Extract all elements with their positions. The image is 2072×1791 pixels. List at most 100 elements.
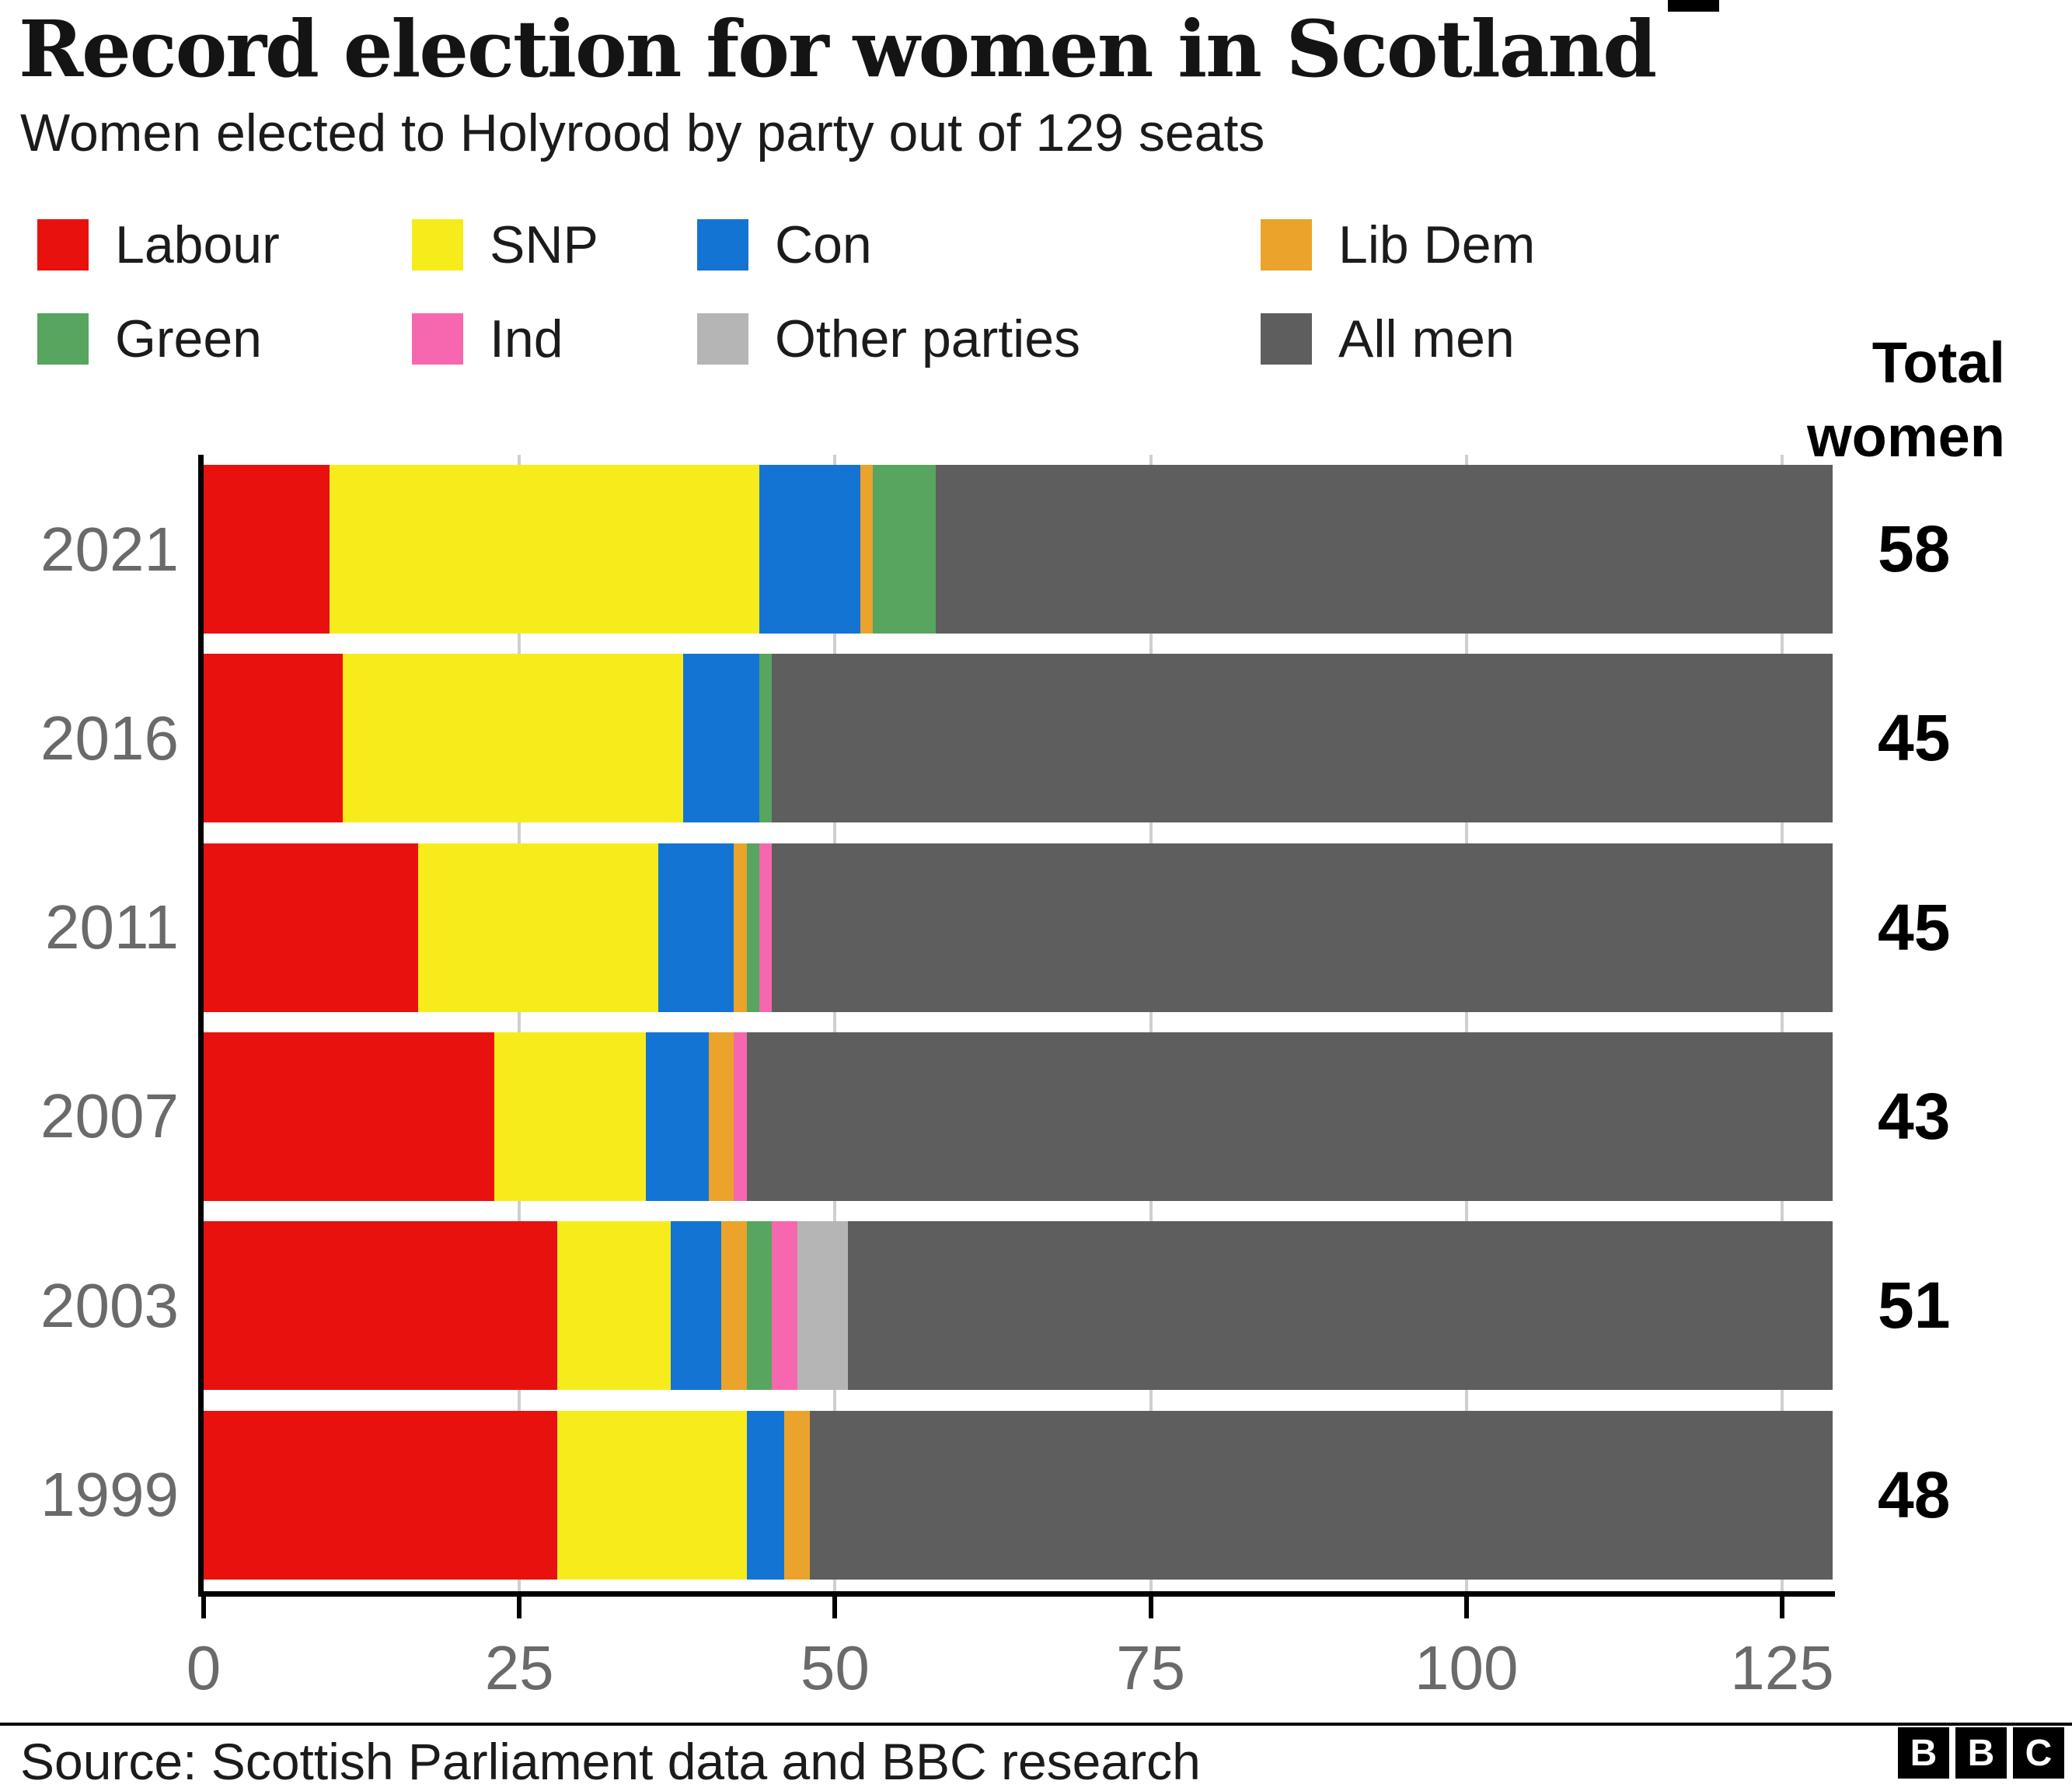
totals-header-line1: Total [1871,330,2005,395]
x-tick-100 [1463,1597,1469,1618]
plot-area [204,455,1833,1591]
bar-segment-2007-all-men [746,1032,1833,1201]
x-tick-50 [832,1597,838,1618]
bar-segment-2007-lib-dem [708,1032,734,1201]
con-swatch [697,219,748,271]
legend-item-lib-dem: Lib Dem [1261,215,1535,275]
year-label-2007: 2007 [40,1081,179,1151]
bar-segment-1999-labour [204,1410,557,1580]
bar-segment-2007-snp [494,1032,646,1201]
bar-segment-2021-all-men [936,465,1833,634]
gridline-125 [1781,455,1784,1591]
totals-column-header: Total women [1807,326,2005,473]
totals-header-line2: women [1807,403,2005,469]
footer-divider [0,1723,2072,1726]
x-tick-75 [1148,1597,1153,1618]
page-subtitle: Women elected to Holyrood by party out o… [20,103,1265,162]
total-women-2007: 43 [1878,1079,1951,1153]
bar-segment-2011-snp [418,843,658,1012]
green-swatch [37,313,89,365]
all-men-swatch [1261,313,1312,365]
bar-segment-2003-snp [556,1221,671,1391]
total-women-2003: 51 [1878,1269,1951,1342]
snp-swatch [412,219,463,271]
bbc-logo-block-2: B [1955,1727,2007,1779]
page-title: Record election for women in Scotland [19,3,1657,95]
bar-row-2011 [204,843,1833,1012]
gridline-25 [518,455,521,1591]
y-axis-line [198,455,204,1597]
bar-segment-2007-con [645,1032,709,1201]
bar-segment-2003-labour [204,1221,557,1391]
bar-segment-2007-ind [734,1032,747,1201]
bar-segment-2016-labour [204,654,343,823]
legend-label: SNP [490,215,598,274]
bar-segment-2016-snp [342,654,684,823]
stacked-bar-chart: 2021 58 2016 45 2011 45 2007 43 2003 51 1999 48 0 25 5… [0,455,2072,1776]
total-women-2011: 45 [1878,890,1951,964]
total-women-2021: 58 [1878,512,1951,585]
bar-segment-1999-snp [556,1410,747,1580]
legend-label: Lib Dem [1338,215,1536,274]
gridline-100 [1464,455,1468,1591]
bar-segment-2011-ind [759,843,773,1012]
ind-swatch [412,313,463,365]
bar-segment-2021-labour [204,465,330,634]
bar-segment-2016-green [759,654,773,823]
year-label-2003: 2003 [40,1270,179,1340]
x-tick-label-75: 75 [1116,1633,1186,1702]
bar-row-1999 [204,1410,1833,1580]
gridline-50 [833,455,837,1591]
other-parties-swatch [697,313,748,365]
legend-item-labour: Labour [37,215,280,275]
total-women-2016: 45 [1878,701,1951,775]
legend-label: Ind [490,309,563,368]
x-tick-label-50: 50 [800,1633,870,1702]
bbc-logo-block-1: B [1898,1727,1949,1779]
year-label-2016: 2016 [40,703,179,773]
labour-swatch [37,219,89,271]
legend-item-other-parties: Other parties [697,309,1080,369]
legend-item-green: Green [37,309,262,369]
bar-segment-2011-lib-dem [734,843,747,1012]
legend-label: All men [1338,309,1515,368]
bar-segment-1999-all-men [809,1410,1833,1580]
legend-label: Labour [115,215,280,274]
bar-segment-2011-labour [204,843,419,1012]
bar-row-2007 [204,1032,1833,1201]
bar-segment-2003-con [671,1221,722,1391]
legend-item-all-men: All men [1261,309,1515,369]
bar-segment-1999-con [746,1410,785,1580]
legend-label: Other parties [775,309,1081,368]
legend-label: Con [775,215,872,274]
bar-segment-2003-lib-dem [721,1221,747,1391]
x-tick-125 [1780,1597,1784,1618]
bbc-logo-block-3: C [2013,1727,2064,1779]
bar-segment-2011-green [746,843,759,1012]
bar-segment-2011-con [658,843,734,1012]
bar-segment-2011-all-men [772,843,1833,1012]
x-tick-0 [201,1597,206,1618]
bar-segment-2003-ind [772,1221,797,1391]
bar-segment-2021-lib-dem [860,465,874,634]
x-tick-label-0: 0 [186,1633,222,1702]
year-label-2021: 2021 [40,514,179,584]
x-tick-25 [517,1597,522,1618]
bar-segment-2021-snp [330,465,759,634]
bar-row-2003 [204,1221,1833,1391]
top-edge-artifact [1668,0,1719,12]
year-label-2011: 2011 [44,892,179,962]
bar-segment-2016-con [683,654,759,823]
bar-segment-2021-green [873,465,937,634]
x-axis-line [198,1591,1835,1597]
bar-segment-2016-all-men [772,654,1833,823]
total-women-1999: 48 [1878,1458,1951,1531]
bar-segment-2003-other-parties [797,1221,848,1391]
bar-segment-2021-con [759,465,860,634]
x-tick-label-25: 25 [484,1633,554,1702]
bar-segment-2007-labour [204,1032,494,1201]
bar-row-2021 [204,465,1833,634]
bar-segment-2003-all-men [847,1221,1833,1391]
